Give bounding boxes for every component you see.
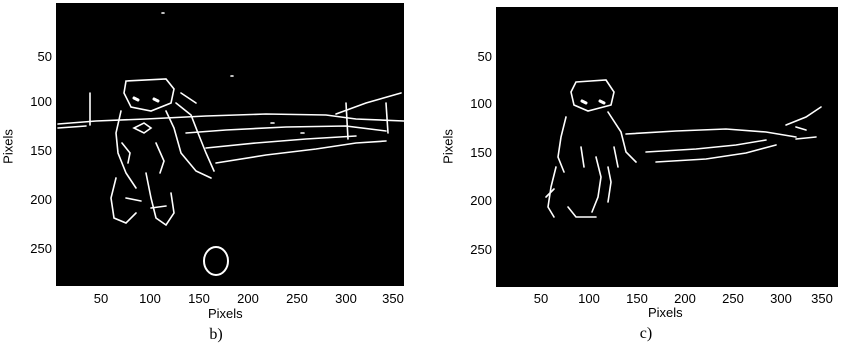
panel-c: 50 100 150 200 250 50 100 150 200 250 30… bbox=[440, 0, 841, 351]
y-axis-label: Pixels bbox=[0, 129, 16, 164]
xtick: 350 bbox=[382, 291, 404, 306]
ytick: 150 bbox=[470, 145, 492, 160]
ytick: 200 bbox=[30, 192, 52, 207]
xtick: 50 bbox=[93, 291, 109, 306]
xtick: 200 bbox=[674, 291, 696, 306]
edge-map-b bbox=[57, 12, 404, 276]
xtick: 100 bbox=[139, 291, 161, 306]
ytick: 50 bbox=[477, 49, 492, 64]
xtick: 300 bbox=[335, 291, 357, 306]
xtick: 250 bbox=[722, 291, 744, 306]
xtick: 50 bbox=[533, 291, 549, 306]
ytick: 200 bbox=[470, 193, 492, 208]
ytick: 50 bbox=[37, 49, 52, 64]
y-axis-label: Pixels bbox=[440, 129, 456, 164]
edge-map-c bbox=[545, 79, 822, 218]
caption-c: c) bbox=[639, 325, 653, 342]
ytick: 100 bbox=[30, 94, 52, 109]
ytick: 250 bbox=[30, 241, 52, 256]
xtick: 250 bbox=[286, 291, 308, 306]
edge-image-b bbox=[56, 3, 404, 286]
x-axis-label: Pixels bbox=[208, 306, 243, 321]
ytick: 150 bbox=[30, 143, 52, 158]
xtick: 350 bbox=[811, 291, 833, 306]
panel-b: 50 100 150 200 250 50 100 150 200 250 30… bbox=[0, 0, 420, 351]
xtick: 150 bbox=[188, 291, 210, 306]
edge-image-c bbox=[496, 7, 838, 287]
xtick: 150 bbox=[626, 291, 648, 306]
ytick: 250 bbox=[470, 242, 492, 257]
ytick: 100 bbox=[470, 96, 492, 111]
xtick: 300 bbox=[770, 291, 792, 306]
caption-b: b) bbox=[209, 326, 223, 343]
xtick: 200 bbox=[237, 291, 259, 306]
xtick: 100 bbox=[578, 291, 600, 306]
x-axis-label: Pixels bbox=[648, 305, 683, 320]
